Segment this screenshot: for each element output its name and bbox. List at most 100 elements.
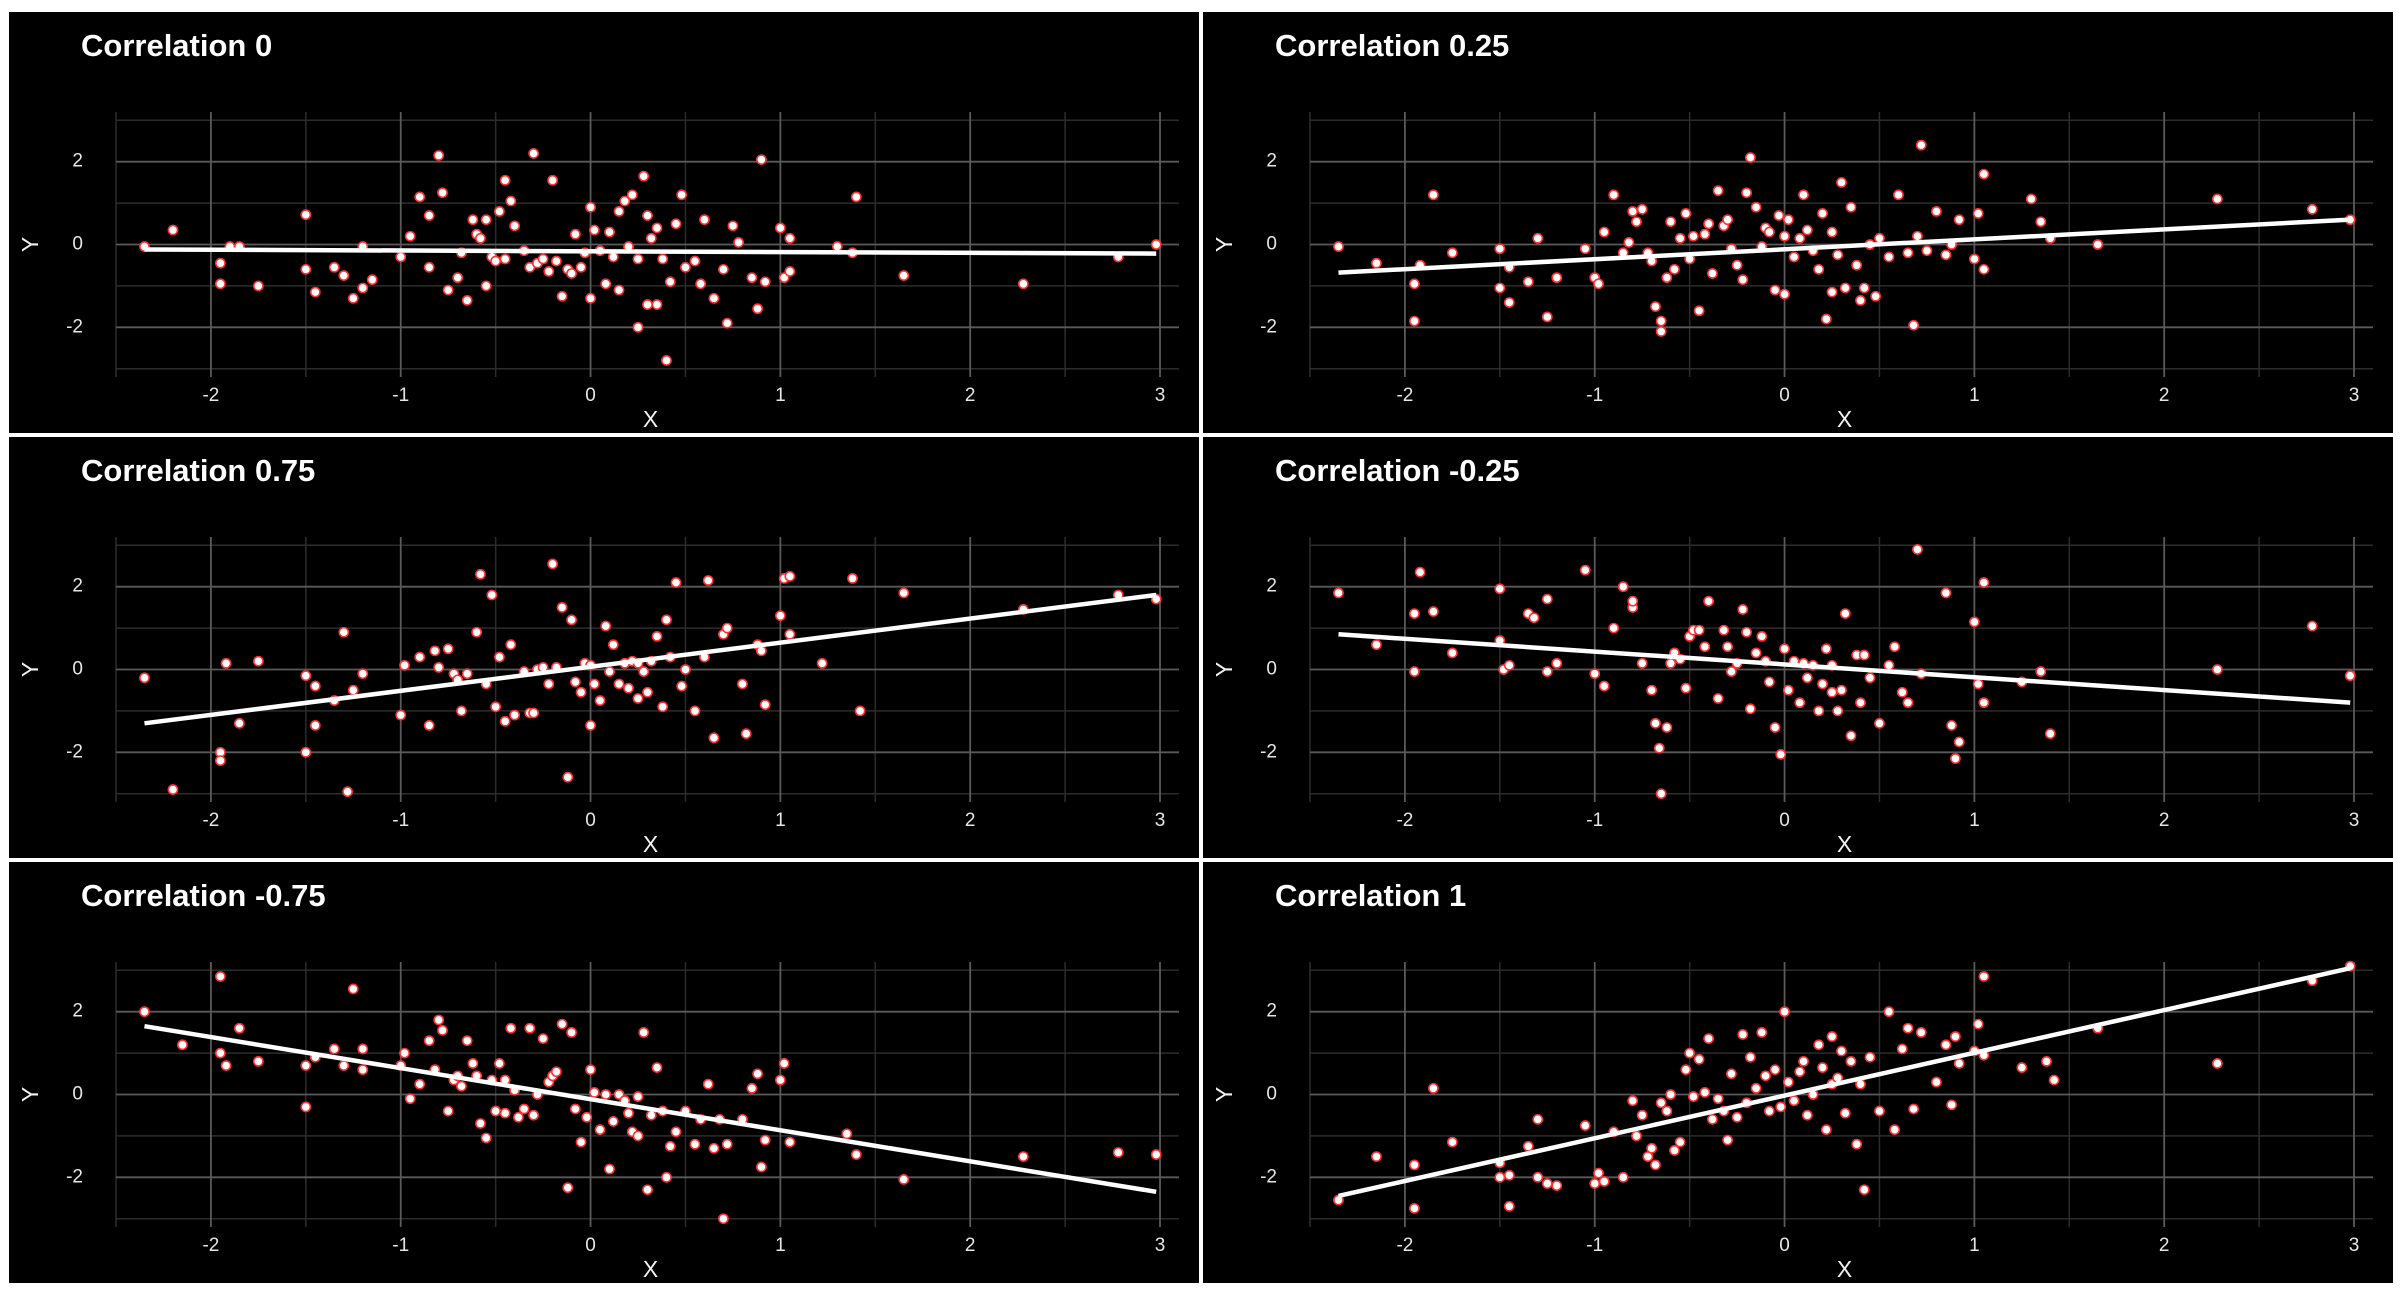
data-point [480,1132,492,1144]
data-point [467,1058,479,1069]
y-tick-label: 0 [72,659,83,680]
data-point [664,276,676,288]
data-point [1593,278,1604,290]
data-point [328,261,340,273]
data-point [585,201,596,213]
data-point [604,666,615,677]
data-point [1972,1018,1984,1030]
data-point [1646,1142,1658,1154]
x-tick-label: 1 [775,385,786,406]
x-tick-label: 0 [585,810,596,831]
data-point [670,218,682,230]
data-point [604,226,615,238]
data-point [1896,686,1908,698]
data-point [642,1184,653,1196]
data-point [215,755,226,766]
data-point [347,983,359,995]
data-point [177,1039,188,1051]
x-axis-title: X [1837,406,1852,432]
data-point [759,699,771,711]
data-point [1801,672,1813,684]
x-tick-label: 1 [1969,1235,1980,1256]
data-point [1680,1064,1692,1076]
points [139,148,1162,366]
x-tick-label: -1 [1586,810,1603,831]
data-point [1589,1178,1601,1189]
data-point [220,1060,232,1071]
data-point [2035,666,2047,677]
data-point [1750,647,1762,659]
data-point [1870,290,1882,302]
data-point [139,1006,150,1018]
data-point [404,1093,416,1105]
data-point [600,278,612,290]
data-point [755,154,767,166]
data-point [437,1024,448,1036]
data-point [357,1043,369,1055]
x-tick-label: 2 [2159,385,2170,406]
data-point [309,286,321,298]
data-point [1845,1055,1857,1067]
data-point [661,1171,672,1183]
x-tick-label: -1 [1586,385,1603,406]
data-point [841,1128,853,1140]
data-point [1665,216,1677,228]
data-point [1623,237,1635,248]
data-point [494,1058,505,1069]
data-point [600,620,612,632]
data-point [721,317,733,329]
data-point [429,645,441,657]
data-point [505,195,517,207]
data-point [2016,1062,2028,1073]
trend-line [144,592,1157,726]
data-point [347,684,359,696]
y-tick-label: 0 [1266,659,1277,680]
data-point [721,622,733,634]
data-point [1883,251,1895,263]
scatter-plot: -2 -1 0 1 2 3 -2 0 2 X Y [17,112,1179,432]
data-point [309,719,321,731]
data-point [490,701,502,713]
data-point [556,601,568,613]
data-point [2048,1074,2060,1086]
data-point [300,263,312,275]
data-point [513,1111,524,1123]
data-point [215,257,226,269]
data-point [252,655,264,667]
data-point [1650,301,1661,313]
data-point [1532,1171,1544,1183]
data-point [718,1213,729,1225]
data-point [1665,657,1677,669]
data-point [433,662,445,673]
data-point [1688,230,1699,242]
panel-5: Correlation -0.75 -2 -1 0 1 2 3 -2 0 2 X Y [9,862,1199,1283]
data-point [1839,282,1851,294]
data-point [2041,1055,2052,1067]
x-tick-label: 1 [1969,385,1980,406]
data-point [759,1134,771,1146]
data-point [1763,226,1775,238]
data-point [562,771,574,783]
points [1333,139,2356,337]
data-point [467,214,479,226]
data-point [1949,753,1961,764]
data-point [898,587,910,599]
data-point [233,717,245,729]
data-point [300,209,312,221]
data-point [1532,232,1544,244]
data-point [1915,139,1927,151]
data-point [1893,189,1904,201]
data-point [1756,1026,1768,1038]
points [1333,960,2356,1214]
data-point [1775,1101,1787,1113]
data-point [1836,176,1847,188]
data-point [1756,630,1768,642]
data-point [139,672,150,684]
data-point [1864,672,1876,684]
data-point [505,1022,517,1034]
data-point [1494,1171,1506,1183]
data-point [1150,239,1162,250]
data-point [1851,1138,1863,1150]
data-point [850,1149,862,1160]
